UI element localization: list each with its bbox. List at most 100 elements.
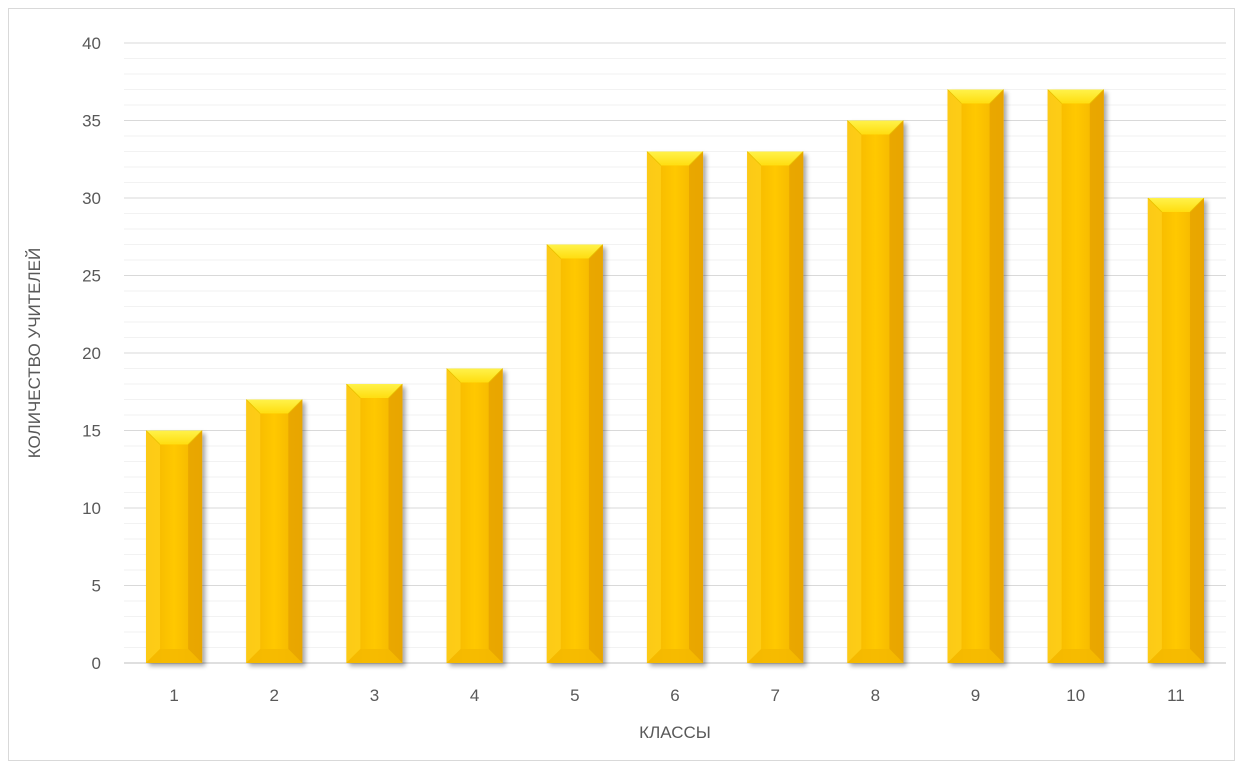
bar-bevel-left <box>146 430 161 663</box>
x-axis-title: КЛАССЫ <box>639 723 711 742</box>
bar-bevel-right <box>588 244 603 663</box>
y-tick-label: 35 <box>82 112 101 131</box>
bar-bevel-right <box>889 120 904 663</box>
bar <box>1047 89 1105 663</box>
bar <box>546 244 604 663</box>
bar-cap-edge <box>1089 89 1105 104</box>
bar-cap-edge <box>446 368 461 383</box>
x-tick-label: 4 <box>470 686 479 705</box>
bar-bevel-right <box>689 151 704 663</box>
bar-cap-edge <box>788 151 804 166</box>
bar <box>245 399 303 663</box>
bar-cap <box>146 430 203 445</box>
bar-cap <box>646 151 704 166</box>
bar-cap-edge <box>688 151 704 166</box>
bar-cap <box>1147 198 1204 212</box>
bar-bevel-left <box>246 399 261 663</box>
bar-cap-edge <box>588 244 604 259</box>
bar-bevel-left <box>847 120 862 663</box>
bar-bevel-bottom <box>847 649 904 663</box>
bar-bevel-bottom <box>646 649 704 663</box>
x-tick-label: 10 <box>1066 686 1085 705</box>
bar-cap <box>747 151 804 166</box>
y-tick-label: 10 <box>82 499 101 518</box>
bar-bevel-bottom <box>747 649 804 663</box>
bar-bevel-right <box>488 368 503 663</box>
y-tick-labels: 0 5 10 15 20 25 30 35 40 <box>82 34 101 673</box>
bar-bevel-right <box>388 384 403 663</box>
bar <box>1147 197 1205 663</box>
bar <box>947 89 1004 663</box>
y-tick-label: 0 <box>92 654 101 673</box>
bar-cap-edge <box>546 244 562 259</box>
bar-bevel-bottom <box>346 649 403 663</box>
x-tick-label: 5 <box>570 686 579 705</box>
bar-cap-edge <box>1189 197 1205 213</box>
bar-bevel-right <box>1089 89 1104 663</box>
bar <box>446 368 503 663</box>
bar-cap-edge <box>947 89 962 104</box>
bar-bevel-left <box>747 151 762 663</box>
y-tick-label: 5 <box>92 577 101 596</box>
y-tick-label: 20 <box>82 344 101 363</box>
bar-cap-edge <box>346 383 361 399</box>
bar-bevel-bottom <box>146 649 203 663</box>
bar-cap-edge <box>388 383 403 399</box>
bar-cap <box>446 368 503 383</box>
bar-cap-edge <box>488 368 503 383</box>
bar-cap-edge <box>889 120 904 135</box>
bar-bevel-bottom <box>1147 649 1204 663</box>
bar-cap <box>947 89 1004 104</box>
bar-bevel-left <box>947 89 962 663</box>
bar-bevel-bottom <box>446 649 503 663</box>
x-tick-label: 7 <box>770 686 779 705</box>
bar-bevel-left <box>546 244 561 663</box>
bar-cap-edge <box>145 430 161 445</box>
x-tick-label: 8 <box>871 686 880 705</box>
y-tick-label: 40 <box>82 34 101 53</box>
bar-cap-edge <box>746 151 762 166</box>
bar-bevel-bottom <box>1047 649 1104 663</box>
bar-cap <box>847 120 904 135</box>
bar-bevel-left <box>1147 198 1162 663</box>
bar-cap <box>546 244 603 259</box>
bar-bevel-right <box>1189 198 1204 663</box>
bar-bevel-left <box>346 384 361 663</box>
bar-bevel-left <box>646 151 661 663</box>
y-tick-label: 30 <box>82 189 101 208</box>
bar-cap <box>346 384 403 398</box>
bar <box>145 430 203 663</box>
bar-cap <box>1047 89 1104 104</box>
bar-bevel-left <box>1047 89 1062 663</box>
bar-bevel-bottom <box>246 649 303 663</box>
bar-bevel-right <box>288 399 303 663</box>
bar-cap-edge <box>989 89 1004 104</box>
y-tick-label: 15 <box>82 422 101 441</box>
x-tick-label: 11 <box>1167 686 1185 705</box>
bar <box>646 151 704 663</box>
x-tick-label: 6 <box>670 686 679 705</box>
bar-cap-edge <box>245 399 261 414</box>
bar <box>746 151 804 663</box>
bar-bevel-left <box>446 368 461 663</box>
bar-cap-edge <box>187 430 203 445</box>
bar-cap-edge <box>288 399 303 414</box>
bar-cap-edge <box>646 151 662 166</box>
bar-bevel-right <box>188 430 203 663</box>
bar-cap <box>246 399 303 414</box>
x-tick-label: 2 <box>270 686 279 705</box>
bar <box>847 120 904 663</box>
bars <box>145 89 1205 663</box>
bar-cap-edge <box>1147 197 1163 213</box>
x-tick-labels: 1 2 3 4 5 6 7 8 9 10 11 <box>169 686 1184 705</box>
x-tick-label: 3 <box>370 686 379 705</box>
x-tick-label: 1 <box>169 686 178 705</box>
x-tick-label: 9 <box>971 686 980 705</box>
bar-cap-edge <box>1047 89 1062 104</box>
y-tick-label: 25 <box>82 267 101 286</box>
bar-bevel-right <box>989 89 1004 663</box>
y-axis-title: КОЛИЧЕСТВО УЧИТЕЛЕЙ <box>25 248 44 458</box>
bar-bevel-bottom <box>546 649 603 663</box>
bar <box>346 383 403 663</box>
